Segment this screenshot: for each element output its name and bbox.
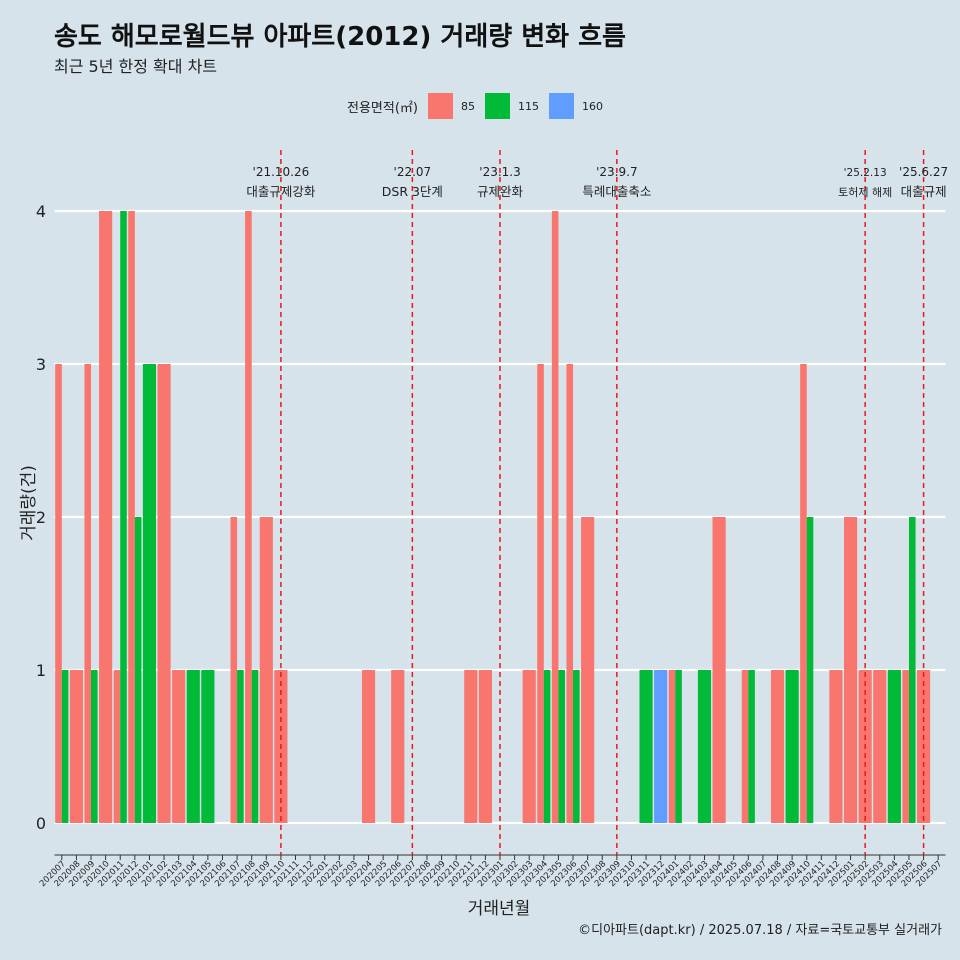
bar-85-202007 [55,364,62,823]
bar-115-202012 [134,517,142,823]
event-date: '23.1.3 [479,165,520,179]
bar-115-202304 [543,670,551,823]
bar-115-202011 [120,211,127,823]
legend-item-115: 115 [484,93,539,119]
bar-85-202501 [843,517,858,823]
legend-label-160: 160 [581,99,603,113]
bar-115-202311 [639,670,653,823]
bar-115-202406 [748,670,755,823]
bar-115-202101 [142,364,157,823]
bar-115-202409 [785,670,799,823]
legend-title: 전용면적(㎡) [347,100,418,116]
event-date: '21.10.26 [253,165,310,179]
bar-85-202102 [157,364,171,823]
event-date: '25.2.13 [844,167,887,179]
x-axis-title: 거래년월 [468,899,531,919]
bar-85-202108 [245,211,252,823]
bar-85-202211 [464,670,478,823]
bar-85-202406 [741,670,749,823]
bar-85-202307 [581,517,595,823]
bar-160-202312 [654,670,668,823]
bar-115-202107 [237,670,244,823]
bar-85-202401 [668,670,676,823]
legend-swatch-160 [548,93,574,119]
bar-115-202009 [91,670,98,823]
event-label: 토허제 해제 [838,185,892,199]
bar-85-202107 [230,517,238,823]
legend-swatch-85 [427,93,453,119]
bar-85-202303 [522,670,536,823]
bar-115-202007 [61,670,69,823]
legend-swatch-115 [484,93,510,119]
bar-85-202012 [128,211,135,823]
bar-85-202103 [172,670,186,823]
bar-115-202410 [806,517,814,823]
bar-85-202305 [551,211,559,823]
bar-85-202404 [712,517,726,823]
y-tick-label: 4 [36,202,46,221]
bar-115-202105 [201,670,215,823]
legend-item-85: 85 [427,93,475,119]
event-label: DSR 3단계 [382,184,443,199]
bar-115-202504 [887,670,901,823]
y-axis-title: 거래량(건) [19,465,39,541]
y-tick-label: 3 [36,355,46,374]
bar-85-202408 [770,670,785,823]
bar-85-202009 [84,364,92,823]
chart-subtitle: 최근 5년 한정 확대 차트 [54,57,218,76]
bar-85-202109 [259,517,273,823]
bar-85-202306 [566,364,574,823]
bar-115-202505 [908,517,916,823]
legend-label-115: 115 [517,99,539,113]
bar-115-202305 [558,670,565,823]
bar-115-202104 [186,670,200,823]
bar-85-202011 [113,670,121,823]
event-label: 특례대출축소 [582,184,651,199]
bar-85-202503 [873,670,887,823]
legend-label-85: 85 [460,99,475,113]
bar-85-202206 [391,670,405,823]
bar-85-202008 [69,670,83,823]
bar-115-202108 [251,670,259,823]
y-tick-label: 2 [36,508,46,527]
bar-115-202401 [675,670,682,823]
bar-85-202412 [829,670,843,823]
event-label: 대출규제 [901,184,947,199]
event-label: 규제완화 [477,184,524,199]
y-tick-label: 1 [36,661,46,680]
bar-85-202505 [902,670,909,823]
event-date: '25.6.27 [899,165,948,179]
event-date: '23.9.7 [596,165,637,179]
bar-115-202403 [697,670,712,823]
y-tick-label: 0 [36,814,46,833]
event-label: 대출규제강화 [246,184,316,199]
legend-item-160: 160 [548,93,603,119]
chart-title: 송도 해모로월드뷰 아파트(2012) 거래량 변화 흐름 [54,22,626,52]
chart-caption: ©디아파트(dapt.kr) / 2025.07.18 / 자료=국토교통부 실… [578,923,942,938]
bar-85-202010 [99,211,113,823]
bar-115-202306 [573,670,580,823]
event-date: '22.07 [394,165,432,179]
bar-85-202204 [361,670,376,823]
bar-85-202304 [537,364,544,823]
bar-85-202212 [478,670,492,823]
bar-85-202410 [800,364,807,823]
legend: 전용면적(㎡) 85 115 160 [0,93,960,119]
